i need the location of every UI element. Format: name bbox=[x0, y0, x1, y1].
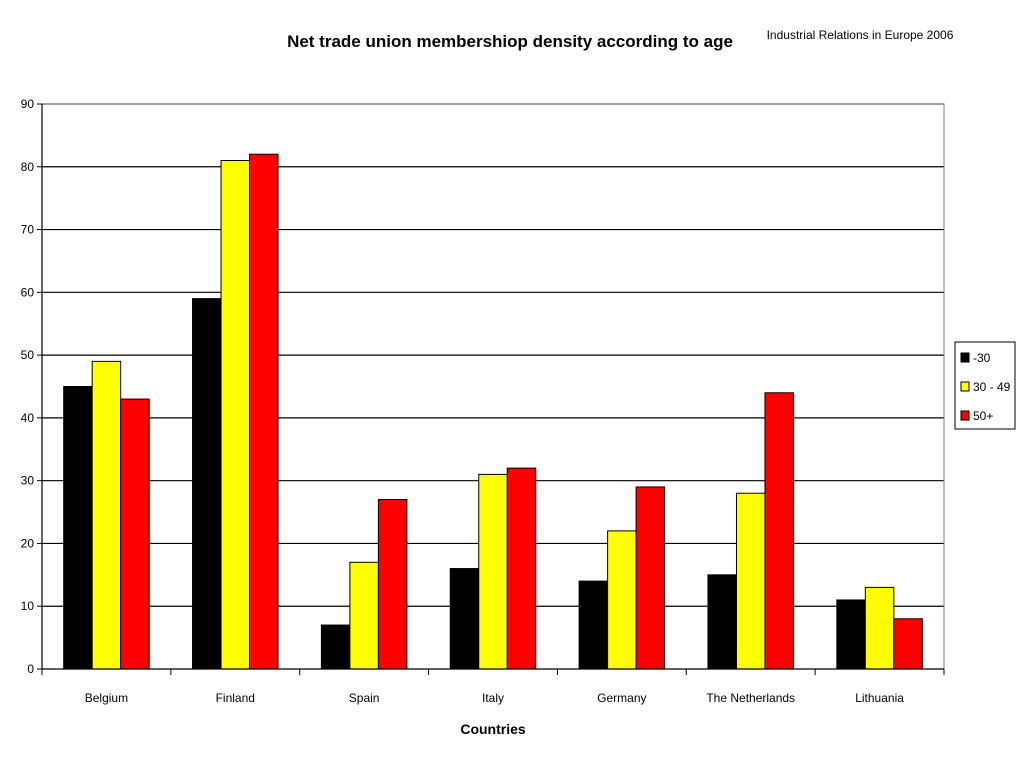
bar-the-netherlands-series-0 bbox=[707, 574, 737, 670]
bar-the-netherlands-series-2 bbox=[764, 392, 794, 670]
legend-swatch bbox=[960, 381, 970, 392]
legend-label: 50+ bbox=[973, 409, 993, 423]
bars bbox=[63, 153, 923, 670]
legend-label: 30 - 49 bbox=[973, 380, 1011, 394]
bar-belgium-series-2 bbox=[120, 398, 150, 670]
bar-finland-series-2 bbox=[249, 153, 279, 670]
bar-italy-series-2 bbox=[506, 467, 537, 670]
bar-the-netherlands-series-1 bbox=[735, 492, 766, 670]
y-tick-label: 0 bbox=[27, 662, 34, 676]
bar-lithuania-series-2 bbox=[893, 618, 923, 670]
chart-title: Net trade union membershiop density acco… bbox=[287, 32, 733, 51]
bar-belgium-series-0 bbox=[63, 386, 93, 670]
source-note: Industrial Relations in Europe 2006 bbox=[767, 28, 954, 42]
bar-spain-series-0 bbox=[320, 624, 351, 670]
bar-finland-series-1 bbox=[220, 160, 251, 670]
bar-germany-series-2 bbox=[635, 486, 666, 670]
x-tick-label: Spain bbox=[349, 691, 380, 705]
y-tick-label: 50 bbox=[21, 348, 35, 362]
bar-belgium-series-1 bbox=[91, 360, 122, 670]
legend-swatch bbox=[960, 352, 970, 363]
bar-germany-series-1 bbox=[607, 530, 637, 670]
y-tick-label: 10 bbox=[21, 599, 35, 613]
y-tick-label: 60 bbox=[21, 285, 35, 299]
x-axis-title: Countries bbox=[460, 721, 526, 737]
x-tick-label: Italy bbox=[482, 691, 504, 705]
bar-spain-series-2 bbox=[377, 499, 408, 670]
axes bbox=[37, 103, 945, 675]
y-tick-label: 90 bbox=[21, 97, 35, 111]
legend: -30 30 - 49 50+ bbox=[954, 341, 1016, 430]
y-tick-label: 40 bbox=[21, 411, 35, 425]
x-tick-labels: Belgium Finland Spain Italy Germany The Nethe… bbox=[85, 691, 904, 705]
bar-italy-series-0 bbox=[449, 568, 480, 670]
y-tick-label: 20 bbox=[21, 536, 35, 550]
x-tick-label: Belgium bbox=[85, 691, 128, 705]
y-tick-labels: 0 10 20 30 40 50 60 70 80 90 bbox=[21, 97, 35, 676]
y-tick-label: 70 bbox=[21, 223, 35, 237]
x-tick-label: Finland bbox=[216, 691, 255, 705]
x-tick-label: Germany bbox=[597, 691, 646, 705]
legend-swatch bbox=[960, 410, 970, 421]
legend-label: -30 bbox=[973, 351, 991, 365]
bar-italy-series-1 bbox=[478, 473, 508, 670]
bar-finland-series-0 bbox=[192, 298, 222, 670]
bar-germany-series-0 bbox=[578, 580, 609, 670]
x-tick-label: The Netherlands bbox=[706, 691, 795, 705]
bar-spain-series-1 bbox=[349, 561, 379, 670]
bar-lithuania-series-1 bbox=[864, 586, 895, 670]
y-tick-label: 30 bbox=[21, 474, 35, 488]
y-tick-label: 80 bbox=[21, 160, 35, 174]
bar-lithuania-series-0 bbox=[836, 599, 866, 670]
x-tick-label: Lithuania bbox=[855, 691, 904, 705]
